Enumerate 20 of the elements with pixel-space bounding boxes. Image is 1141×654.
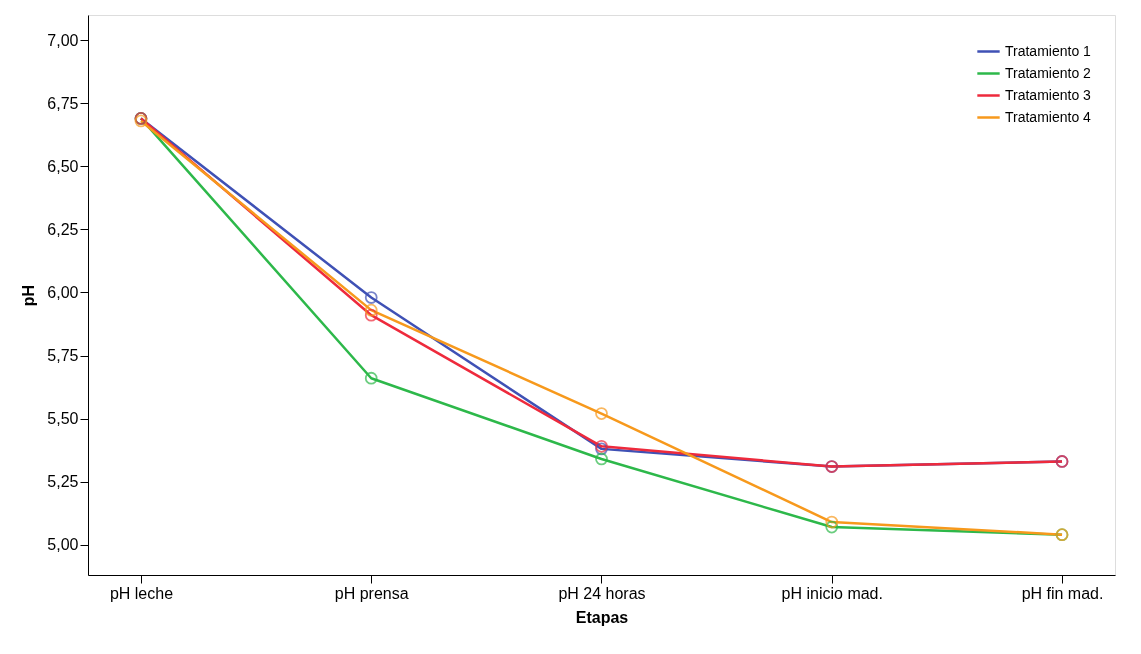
x-axis-title: Etapas — [575, 608, 629, 626]
legend-label: Tratamiento 4 — [1005, 108, 1092, 125]
x-tick-label: pH prensa — [334, 584, 409, 602]
y-tick-label: 6,50 — [47, 157, 79, 175]
y-tick-label: 6,00 — [47, 283, 79, 301]
y-axis-title: pH — [20, 284, 38, 307]
x-tick-label: pH leche — [109, 584, 174, 602]
x-tick-label: pH inicio mad. — [781, 584, 883, 602]
y-tick-label: 5,25 — [47, 473, 79, 491]
x-tick-label: pH 24 horas — [558, 584, 646, 602]
legend-label: Tratamiento 3 — [1005, 86, 1092, 103]
y-tick-label: 5,00 — [47, 536, 79, 554]
y-tick-label: 6,75 — [47, 94, 79, 112]
y-tick-label: 5,75 — [47, 347, 79, 365]
y-tick-label: 7,00 — [47, 31, 79, 49]
x-tick-label: pH fin mad. — [1021, 584, 1104, 602]
legend-label: Tratamiento 1 — [1005, 42, 1092, 59]
y-tick-label: 6,25 — [47, 220, 79, 238]
legend-label: Tratamiento 2 — [1005, 64, 1092, 81]
y-tick-label: 5,50 — [47, 410, 79, 428]
